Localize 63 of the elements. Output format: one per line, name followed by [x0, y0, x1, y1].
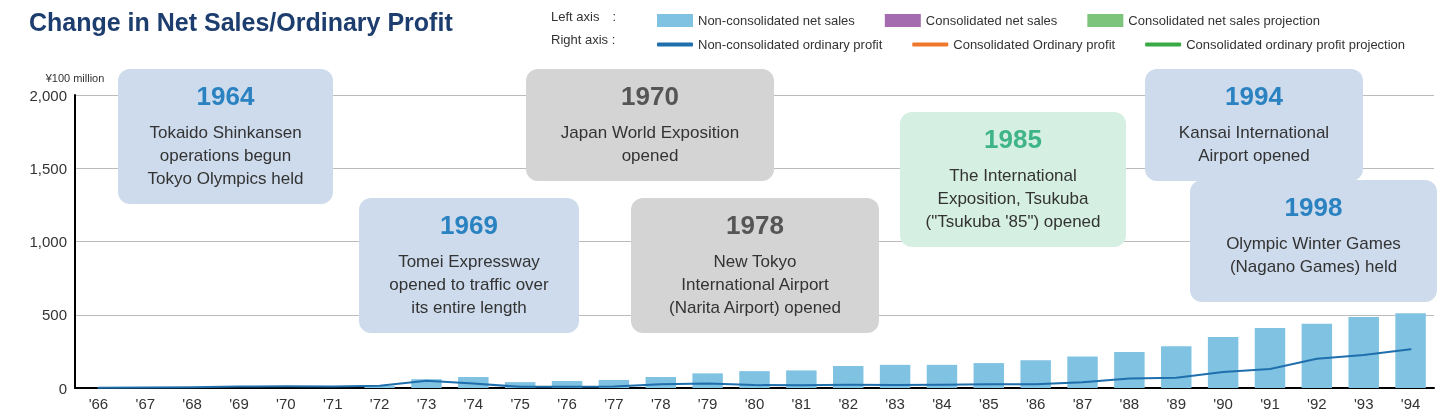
annotation: 1978 New Tokyo International Airport (Narita Airport) opened — [669, 210, 841, 317]
text: Left axis : — [551, 9, 617, 24]
x-tick-label: '71 — [322, 395, 343, 412]
x-tick-label: '85 — [979, 395, 999, 412]
x-tick-label: '82 — [838, 395, 859, 412]
x-tick-label: '93 — [1353, 395, 1374, 412]
bar — [1161, 346, 1192, 388]
x-tick-label: '79 — [697, 395, 718, 412]
x-tick-label: '91 — [1260, 395, 1280, 412]
x-tick-label: '66 — [88, 395, 109, 412]
bar — [1395, 313, 1426, 388]
x-tick-label: '73 — [416, 395, 437, 412]
x-tick-label: '94 — [1400, 395, 1421, 412]
x-tick-label: '89 — [1166, 395, 1187, 412]
y-tick-label: 1,500 — [29, 159, 67, 177]
legend-label: Consolidated net sales — [925, 13, 1058, 28]
x-tick-label: '75 — [510, 395, 530, 412]
x-tick-label: '74 — [463, 395, 484, 412]
legend-label: Non-consolidated ordinary profit — [698, 37, 883, 52]
bar — [1067, 356, 1098, 388]
y-tick-label: 2,000 — [29, 86, 67, 104]
bar — [1207, 337, 1239, 388]
y-axis-title: ¥100 million — [44, 71, 105, 84]
x-tick-label: '67 — [135, 395, 156, 412]
x-tick-label: '87 — [1072, 395, 1093, 412]
x-tick-label: '86 — [1025, 395, 1046, 412]
x-tick-label: '83 — [885, 395, 905, 412]
text: Right axis : — [551, 32, 616, 47]
bar — [1301, 323, 1333, 388]
x-tick-label: '69 — [229, 395, 249, 412]
y-tick-label: 1,000 — [29, 233, 67, 250]
bar — [1254, 327, 1286, 388]
annotation: 1994 Kansai International Airport opened — [1178, 81, 1330, 165]
y-tick-label: 500 — [41, 306, 67, 324]
annotation: 1964 Tokaido Shinkansen operations begun Tokyo Olympics held — [147, 81, 304, 188]
x-tick-label: '90 — [1213, 395, 1233, 412]
legend-label: Consolidated ordinary profit projection — [1186, 37, 1406, 52]
annotation: 1985 The International Exposition, Tsukuba ("Tsukuba '85") opened — [925, 124, 1101, 231]
chart-title: Change in Net Sales/Ordinary Profit — [29, 7, 454, 36]
x-tick-label: '70 — [276, 395, 296, 412]
bar — [832, 366, 864, 388]
legend-label: Consolidated net sales projection — [1128, 13, 1320, 28]
x-tick-label: '68 — [182, 395, 202, 412]
annotation: 1969 Tomei Expressway opened to traffic over its entire length — [389, 210, 550, 317]
x-tick-label: '88 — [1119, 395, 1140, 412]
bar — [1348, 316, 1379, 388]
x-tick-label: '76 — [557, 395, 577, 412]
x-tick-label: '92 — [1307, 395, 1327, 412]
x-tick-label: '72 — [369, 395, 390, 412]
x-tick-label: '80 — [744, 395, 765, 412]
bar — [973, 363, 1005, 388]
x-tick-label: '81 — [791, 395, 812, 412]
bar — [1020, 360, 1051, 388]
x-tick-label: '77 — [604, 395, 624, 412]
bar — [1114, 352, 1145, 388]
x-tick-label: '84 — [932, 395, 952, 412]
legend-label: Consolidated Ordinary profit — [953, 37, 1116, 52]
annotation: 1970 Japan World Exposition opened — [560, 81, 740, 165]
line-series — [97, 348, 1412, 389]
y-tick-label: 0 — [58, 379, 67, 397]
legend-label: Non-consolidated net sales — [698, 13, 856, 28]
x-tick-label: '78 — [650, 395, 671, 412]
annotation: 1998 Olympic Winter Games (Nagano Games) held — [1226, 192, 1401, 276]
